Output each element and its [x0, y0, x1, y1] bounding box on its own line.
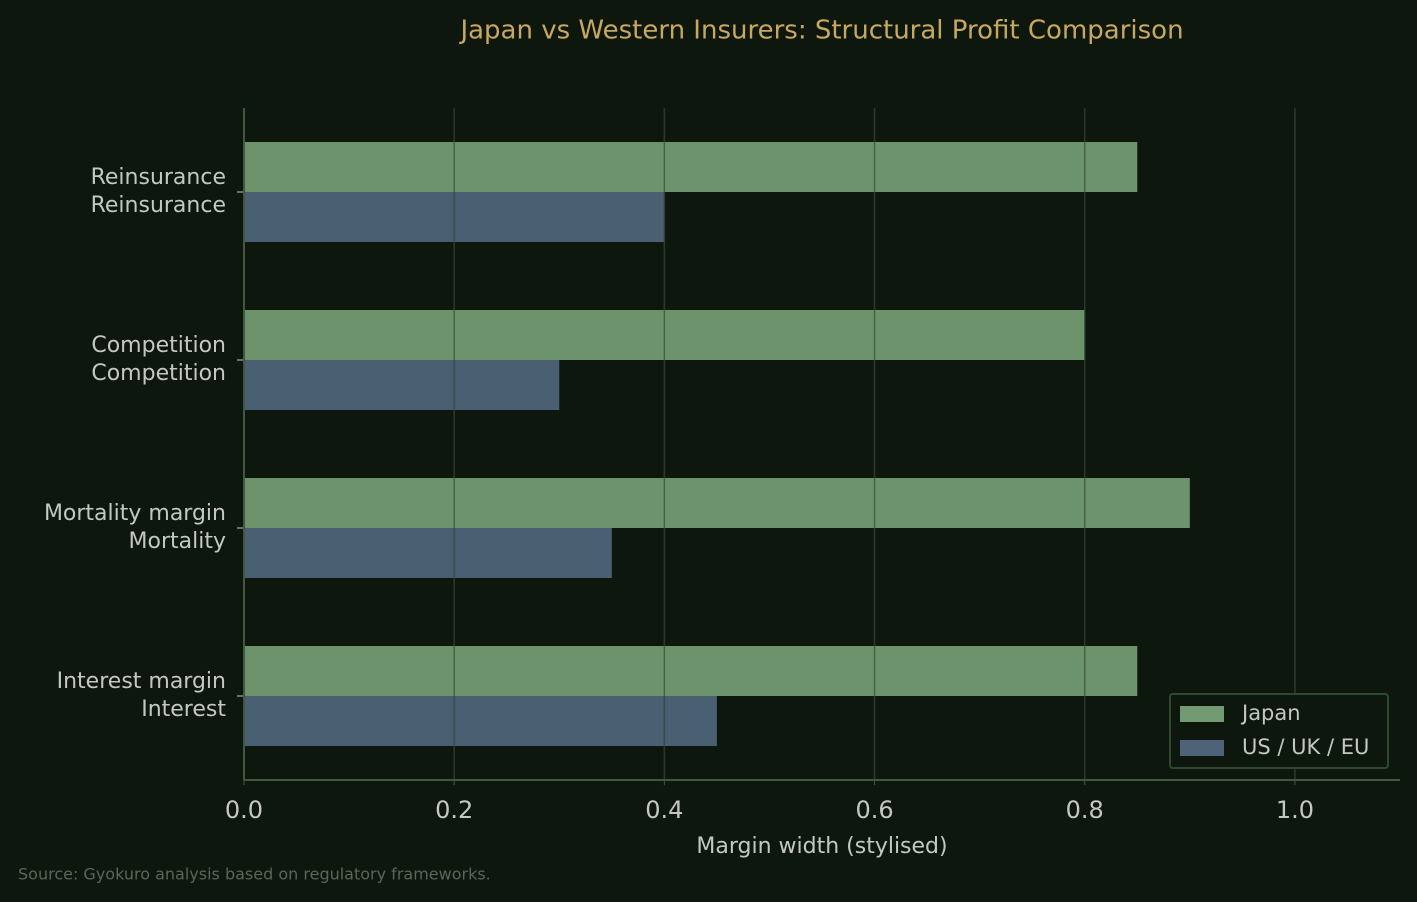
- legend-label: US / UK / EU: [1242, 735, 1369, 759]
- bar: [244, 360, 560, 410]
- x-tick-label: 0.0: [225, 796, 263, 824]
- chart-title: Japan vs Western Insurers: Structural Pr…: [458, 16, 1183, 46]
- bar: [244, 528, 612, 578]
- legend-label: Japan: [1240, 701, 1301, 725]
- bar: [244, 696, 717, 746]
- bar: [244, 646, 1138, 696]
- legend-swatch: [1180, 706, 1224, 722]
- y-tick-label: Reinsurance Reinsurance: [90, 165, 226, 218]
- x-tick-label: 1.0: [1276, 796, 1314, 824]
- x-tick-label: 0.6: [855, 796, 893, 824]
- y-tick-label: Competition Competition: [91, 333, 226, 386]
- x-tick-label: 0.2: [435, 796, 473, 824]
- x-axis-label: Margin width (stylised): [696, 834, 947, 859]
- y-tick-label: Mortality margin Mortality: [43, 501, 226, 554]
- legend-swatch: [1180, 740, 1224, 756]
- legend-box: [1169, 693, 1389, 769]
- x-tick-label: 0.4: [645, 796, 683, 824]
- bar: [244, 142, 1138, 192]
- source-note: Source: Gyokuro analysis based on regula…: [18, 865, 491, 884]
- x-tick-label: 0.8: [1066, 796, 1104, 824]
- y-tick-label: Interest margin Interest: [56, 669, 226, 722]
- bar: [244, 478, 1190, 528]
